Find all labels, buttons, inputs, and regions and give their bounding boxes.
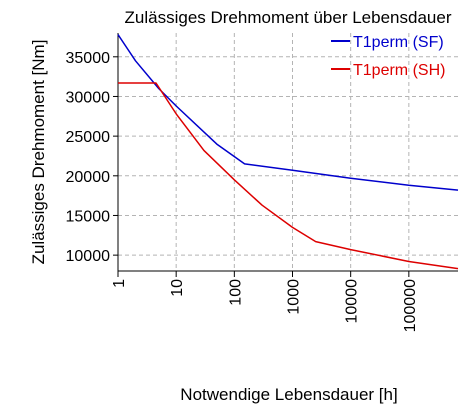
tick-labels: 1 10 100 1000 10000 100000 10000 15000 20000 2500… [66,50,419,333]
series-line-2 [118,82,459,270]
y-tick-label: 35000 [66,50,111,67]
x-tick-label: 1 [111,279,128,288]
x-tick-label: 1000 [286,279,303,315]
y-tick-label: 10000 [66,248,111,265]
x-tick-label: 100 [227,279,244,306]
chart-title: Zulässiges Drehmoment über Lebensdauer [125,8,452,27]
axes [113,33,458,277]
y-tick-label: 20000 [66,169,111,186]
x-axis-label: Notwendige Lebensdauer [h] [180,385,397,404]
legend-label: T1perm (SF) [353,34,444,51]
series-line-1 [117,34,459,191]
y-axis-label: Zulässiges Drehmoment [Nm] [29,40,48,265]
legend: T1perm (SF) T1perm (SH) [331,34,445,79]
y-tick-label: 15000 [66,208,111,225]
series-lines [117,34,459,270]
y-tick-label: 30000 [66,89,111,106]
x-tick-label: 10000 [344,279,361,324]
x-tick-label: 100000 [402,279,419,332]
legend-label: T1perm (SH) [353,62,445,79]
grid [118,33,458,271]
x-tick-label: 10 [169,279,186,297]
y-tick-label: 25000 [66,129,111,146]
